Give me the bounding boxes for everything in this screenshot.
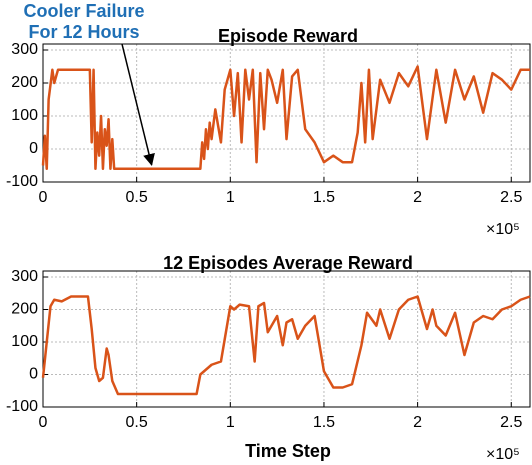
series-line — [41, 295, 531, 396]
x-tick-label: 0 — [39, 189, 48, 206]
x-tick-label: 2.5 — [500, 414, 522, 431]
y-tick-label: -100 — [6, 173, 38, 190]
x-tick-label: 0.5 — [126, 189, 148, 206]
x-tick-label: 1 — [226, 414, 235, 431]
plot-area — [43, 44, 530, 182]
plot-area — [43, 271, 530, 407]
annotation-text: For 12 Hours — [28, 22, 139, 42]
y-tick-label: 200 — [11, 74, 38, 91]
annotation-arrow — [121, 43, 155, 166]
x-tick-label: 2.5 — [500, 189, 522, 206]
x-tick-label: 1 — [226, 189, 235, 206]
y-tick-label: 100 — [11, 107, 38, 124]
y-tick-label: 100 — [11, 333, 38, 350]
x-tick-label: 1.5 — [313, 189, 335, 206]
axes-box — [42, 43, 531, 183]
x-tick-label: 0 — [39, 414, 48, 431]
annotation-text: Cooler Failure — [23, 1, 144, 21]
axes-box — [42, 270, 531, 408]
x-tick-label: 2 — [413, 414, 422, 431]
x-tick-label: 0.5 — [126, 414, 148, 431]
x-multiplier: ×10⁵ — [486, 221, 520, 238]
y-tick-label: 300 — [11, 268, 38, 285]
x-tick-label: 1.5 — [313, 414, 335, 431]
chart-title: Episode Reward — [218, 26, 358, 46]
chart-title: 12 Episodes Average Reward — [163, 253, 413, 273]
x-multiplier: ×10⁵ — [486, 446, 520, 463]
y-tick-label: -100 — [6, 398, 38, 415]
y-tick-label: 200 — [11, 301, 38, 318]
y-tick-label: 300 — [11, 41, 38, 58]
x-tick-label: 2 — [413, 189, 422, 206]
x-axis-label: Time Step — [245, 441, 331, 461]
y-tick-label: 0 — [29, 366, 38, 383]
series-line — [41, 65, 530, 171]
y-tick-label: 0 — [29, 140, 38, 157]
